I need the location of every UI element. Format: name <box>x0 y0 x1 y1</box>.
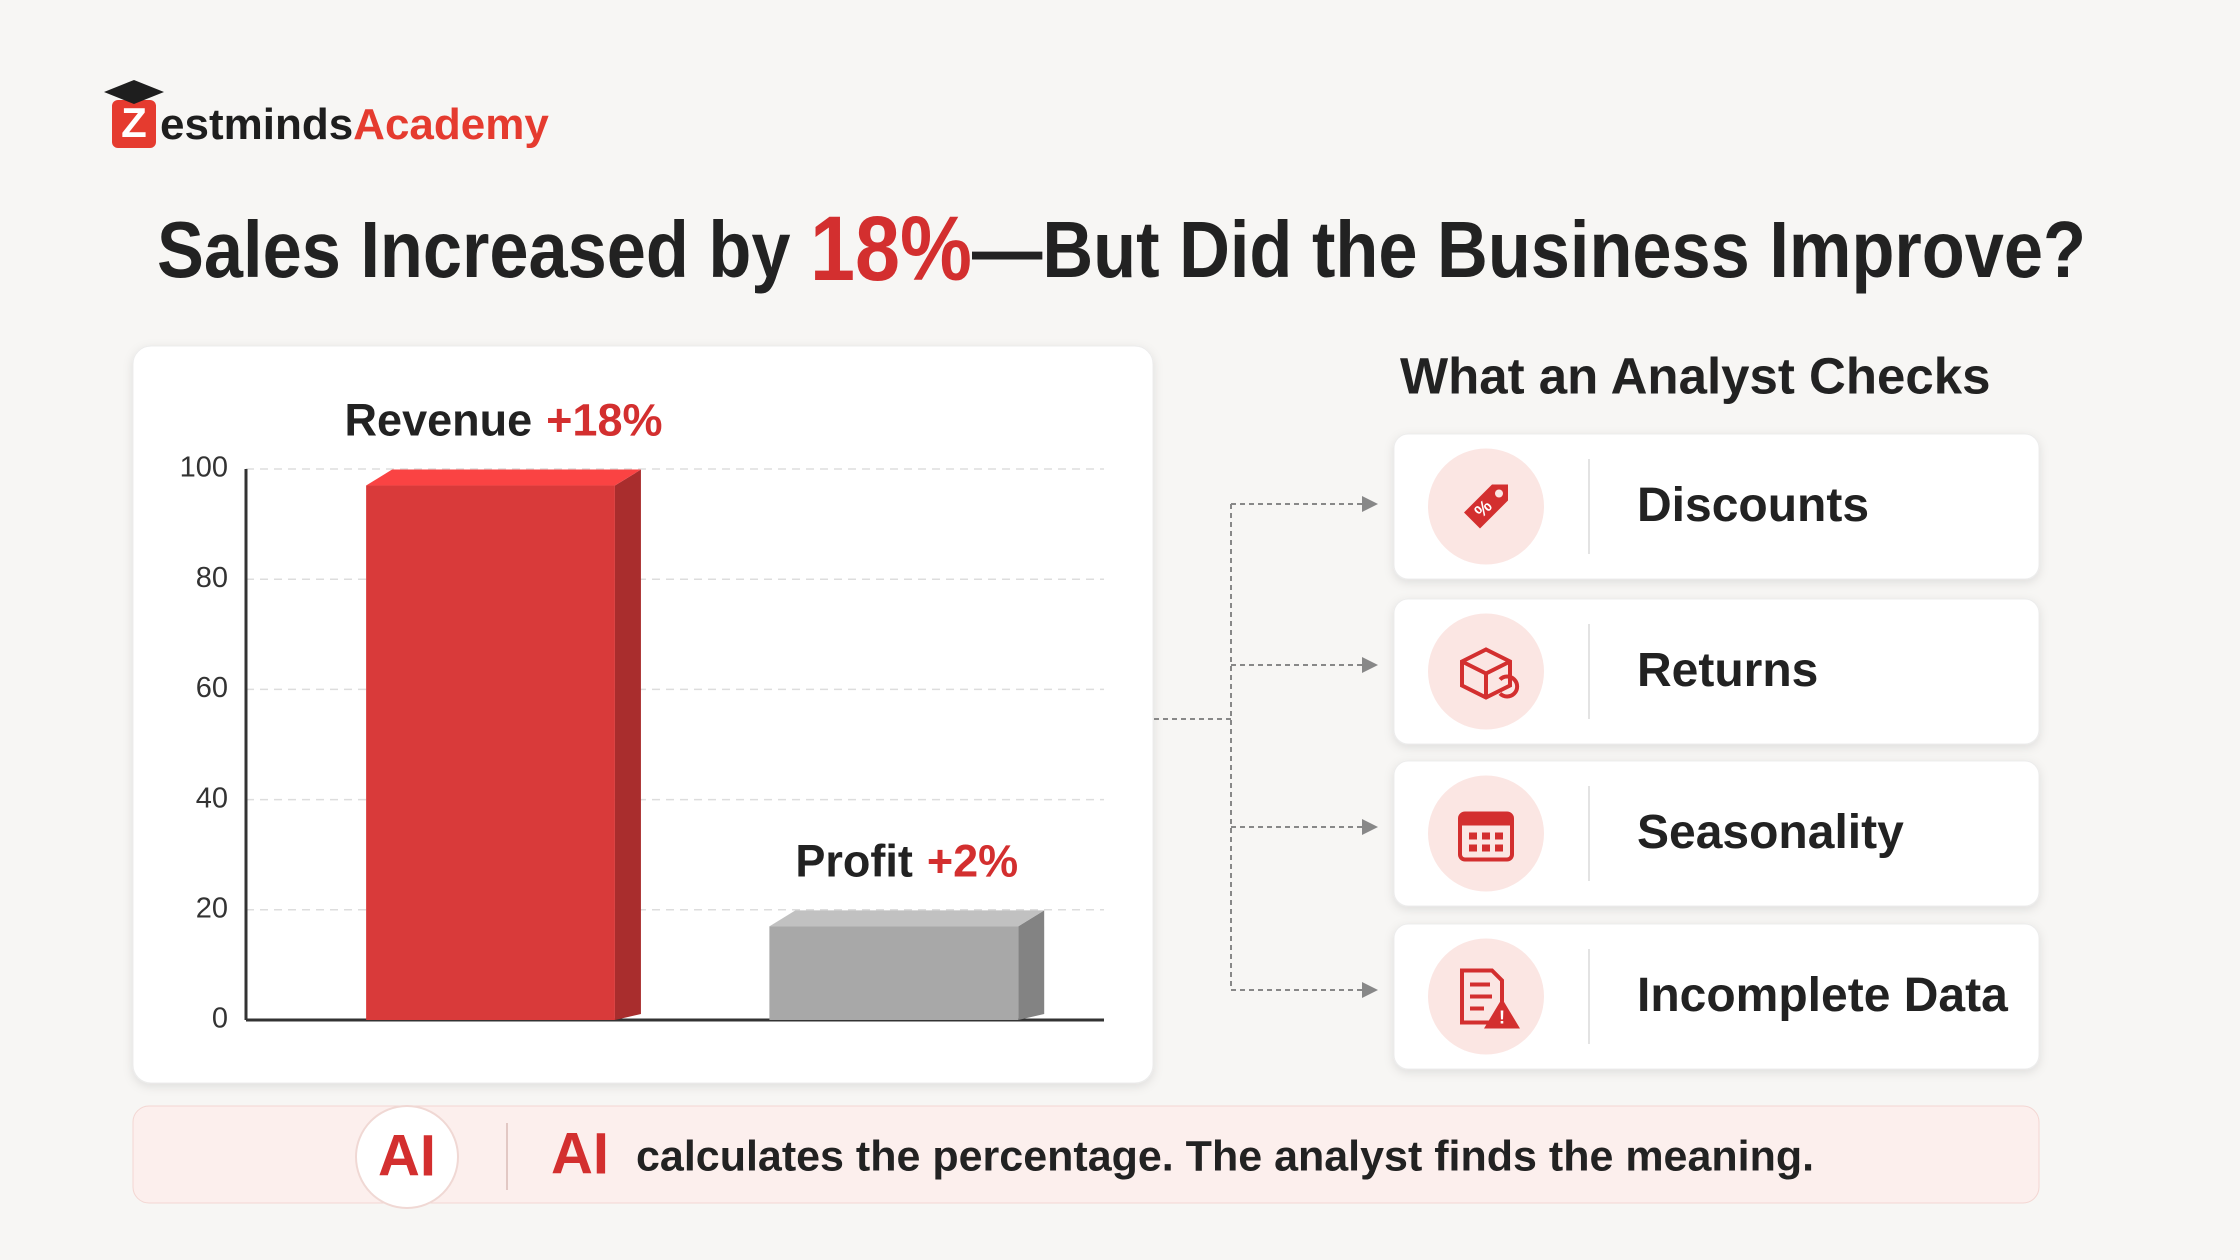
logo-name: estminds <box>160 100 353 149</box>
connector-lines <box>1154 503 1366 991</box>
icon-part <box>1469 832 1503 852</box>
icon-part <box>1460 813 1512 826</box>
bar-top <box>769 910 1045 927</box>
footer-text: calculates the percentage. The analyst f… <box>636 1132 1814 1180</box>
check-card <box>1393 760 2040 907</box>
check-card <box>1393 433 2040 580</box>
bar-label: Revenue +18% <box>345 394 663 445</box>
y-tick-label: 60 <box>196 672 228 704</box>
check-label: Returns <box>1637 644 1818 697</box>
check-label: Discounts <box>1637 479 1869 532</box>
logo-text: estmindsAcademy <box>160 100 549 149</box>
icon-part <box>1495 844 1503 852</box>
check-icon <box>1458 811 1514 862</box>
check-icon: ! <box>1460 968 1520 1029</box>
icon-part <box>1470 982 1492 1011</box>
chart: 0 20 40 60 80 100 Revenue +18% Profit +2% <box>180 394 1104 1035</box>
icon-part <box>1460 647 1512 700</box>
icon-part <box>1482 844 1490 852</box>
bar <box>366 485 615 1020</box>
title-highlight: 18% <box>810 198 972 300</box>
category-label: Revenue <box>345 394 533 445</box>
bar-side <box>614 469 641 1020</box>
logo-suffix: Academy <box>353 100 549 149</box>
footer-banner <box>132 1105 2040 1204</box>
logo-box <box>112 100 156 148</box>
page-title: Sales Increased by 18%—But Did the Busin… <box>157 198 2086 300</box>
y-tick-label: 0 <box>212 1003 228 1035</box>
change-label: +2% <box>927 835 1018 886</box>
title-part: —But Did the Business Improve? <box>972 205 2086 294</box>
checks-title: What an Analyst Checks <box>1400 347 1990 404</box>
logo-mark: Z <box>121 99 147 146</box>
icon-part <box>1482 832 1490 840</box>
icon-part <box>1469 832 1477 840</box>
check-label: Incomplete Data <box>1637 969 2008 1022</box>
y-tick-label: 80 <box>196 562 228 594</box>
icon-part: ! <box>1499 1007 1505 1027</box>
check-card <box>1393 923 2040 1070</box>
check-card <box>1393 598 2040 745</box>
bar <box>769 926 1019 1020</box>
ai-badge <box>355 1105 459 1209</box>
y-tick-label: 20 <box>196 892 228 924</box>
title-part: Sales Increased by <box>157 205 810 294</box>
icon-part <box>1495 489 1503 498</box>
category-label: Profit <box>795 835 913 886</box>
bar-side <box>1018 910 1045 1020</box>
bar-top <box>366 469 641 486</box>
y-tick-label: 100 <box>180 452 228 484</box>
y-tick-label: 40 <box>196 782 228 814</box>
connectors <box>1154 503 1366 991</box>
icon-part <box>1484 998 1520 1029</box>
change-label: +18% <box>546 394 662 445</box>
icon-part <box>1469 844 1477 852</box>
logo: Z estmindsAcademy <box>104 80 549 149</box>
footer-lead: AI <box>551 1121 609 1186</box>
logo-cap <box>104 80 164 104</box>
bar-label: Profit +2% <box>795 835 1018 886</box>
ai-badge-text: AI <box>378 1123 436 1188</box>
icon-part <box>1495 832 1503 840</box>
check-label: Seasonality <box>1637 806 1904 859</box>
